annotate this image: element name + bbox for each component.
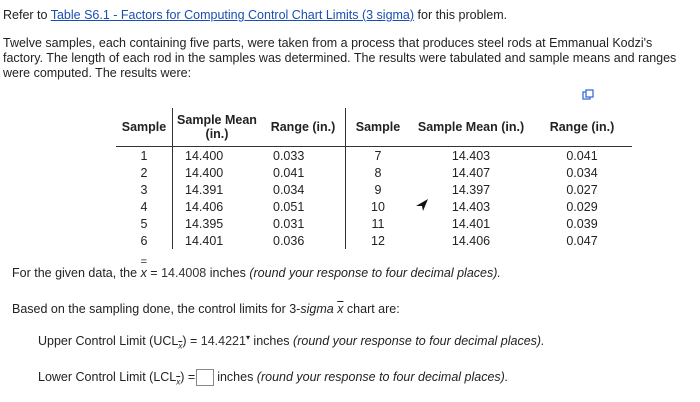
lcl-line: Lower Control Limit (LCLx) = inches (roun… xyxy=(38,369,508,386)
intro-line: Refer to Table S6.1 - Factors for Comput… xyxy=(3,8,507,22)
mouse-pointer-icon xyxy=(416,199,428,211)
col-header-range: Range (in.) xyxy=(261,108,346,147)
cell-mean: 14.391 xyxy=(185,182,224,197)
cell-sample-2: 12 xyxy=(345,232,410,249)
lcl-hint: (round your response to four decimal pla… xyxy=(256,369,509,384)
sigma-word: sigma xyxy=(300,302,334,316)
table-row: 3 14.391 0.034 9 14.397 0.027 xyxy=(116,181,632,198)
cell-mean: 14.406 xyxy=(185,199,224,214)
cell-mean: 14.401 xyxy=(185,233,224,248)
lcl-unit: inches xyxy=(217,369,257,384)
lcl-answer-input[interactable] xyxy=(196,369,215,386)
cell-range-2: 0.041 xyxy=(566,148,598,163)
cell-range: 0.036 xyxy=(261,232,346,249)
cell-range-2: 0.047 xyxy=(566,233,598,248)
grand-mean-hint: (round your response to four decimal pla… xyxy=(249,266,501,280)
problem-text: Twelve samples, each containing five par… xyxy=(3,36,677,80)
cell-sample: 2 xyxy=(116,164,173,181)
cell-sample-2: 10 xyxy=(345,198,410,215)
sample-data-table: Sample Sample Mean (in.) Range (in.) Sam… xyxy=(116,108,632,249)
cell-range: 0.041 xyxy=(261,164,346,181)
ucl-answer-value[interactable]: 14.4221 xyxy=(200,334,246,349)
cell-sample: 6 xyxy=(116,232,173,249)
cell-sample: 5 xyxy=(116,215,173,232)
cell-range-2: 0.034 xyxy=(566,165,598,180)
cell-range: 0.031 xyxy=(261,215,346,232)
cell-sample: 1 xyxy=(116,146,173,164)
cell-range: 0.034 xyxy=(261,181,346,198)
grand-mean-prefix: For the given data, the xyxy=(12,266,141,280)
x-double-bar-symbol: x xyxy=(141,266,147,280)
cell-mean-2: 14.397 xyxy=(451,182,491,197)
cell-mean-2: 14.403 xyxy=(451,199,491,214)
cell-sample-2: 8 xyxy=(345,164,410,181)
cell-sample-2: 11 xyxy=(345,215,410,232)
ucl-label: Upper Control Limit (UCL xyxy=(38,334,179,349)
based-on-prefix: Based on the sampling done, the control … xyxy=(12,302,301,316)
ucl-hint: (round your response to four decimal pla… xyxy=(293,334,545,349)
ucl-subscript: x xyxy=(178,341,183,351)
grand-mean-unit: inches xyxy=(206,266,250,280)
table-row: 4 14.406 0.051 10 14.403 0.029 xyxy=(116,198,632,215)
table-header-row: Sample Sample Mean (in.) Range (in.) Sam… xyxy=(116,108,632,147)
control-limits-intro: Based on the sampling done, the control … xyxy=(12,302,400,316)
cell-mean: 14.400 xyxy=(185,148,224,163)
grand-mean-equals: = xyxy=(146,266,162,280)
cell-sample-2: 7 xyxy=(345,146,410,164)
cell-range-2: 0.039 xyxy=(566,216,598,231)
col-header-range-2: Range (in.) xyxy=(532,108,632,147)
ucl-answer-mark: ▾ xyxy=(245,333,250,342)
cell-sample: 3 xyxy=(116,181,173,198)
lcl-equals: ) = xyxy=(180,369,196,384)
cell-sample-2: 9 xyxy=(345,181,410,198)
copy-data-icon[interactable] xyxy=(582,89,594,101)
ucl-line: Upper Control Limit (UCLx) = 14.4221▾ in… xyxy=(38,333,545,351)
cell-mean-2: 14.406 xyxy=(451,233,491,248)
cell-mean-2: 14.407 xyxy=(451,165,491,180)
cell-range-2: 0.027 xyxy=(566,182,598,197)
cell-sample: 4 xyxy=(116,198,173,215)
col-header-sample-mean-2: Sample Mean (in.) xyxy=(410,108,532,147)
ucl-unit: inches xyxy=(249,334,294,349)
lcl-subscript: x xyxy=(176,377,181,387)
cell-range: 0.051 xyxy=(261,198,346,215)
intro-prefix: Refer to xyxy=(3,8,51,22)
table-row: 5 14.395 0.031 11 14.401 0.039 xyxy=(116,215,632,232)
cell-mean-2: 14.403 xyxy=(451,148,491,163)
cell-range: 0.033 xyxy=(261,146,346,164)
col-header-sample-mean: Sample Mean (in.) xyxy=(172,108,261,147)
table-row: 6 14.401 0.036 12 14.406 0.047 xyxy=(116,232,632,249)
lcl-label: Lower Control Limit (LCL xyxy=(38,369,177,384)
cell-mean: 14.400 xyxy=(185,165,224,180)
ucl-equals: ) = xyxy=(182,334,201,349)
cell-mean: 14.395 xyxy=(185,216,224,231)
based-on-suffix: chart are: xyxy=(343,302,400,316)
grand-mean-value: 14.4008 xyxy=(161,266,207,280)
col-header-sample-2: Sample xyxy=(345,108,410,147)
table-row: 1 14.400 0.033 7 14.403 0.041 xyxy=(116,146,632,164)
factors-table-link[interactable]: Table S6.1 - Factors for Computing Contr… xyxy=(50,8,415,22)
cell-mean-2: 14.401 xyxy=(451,216,491,231)
cell-range-2: 0.029 xyxy=(566,199,598,214)
intro-suffix: for this problem. xyxy=(414,8,508,22)
col-header-sample: Sample xyxy=(116,108,173,147)
x-bar-symbol: x xyxy=(337,302,344,316)
grand-mean-line: For the given data, the x = 14.4008 inch… xyxy=(12,266,501,280)
table-row: 2 14.400 0.041 8 14.407 0.034 xyxy=(116,164,632,181)
